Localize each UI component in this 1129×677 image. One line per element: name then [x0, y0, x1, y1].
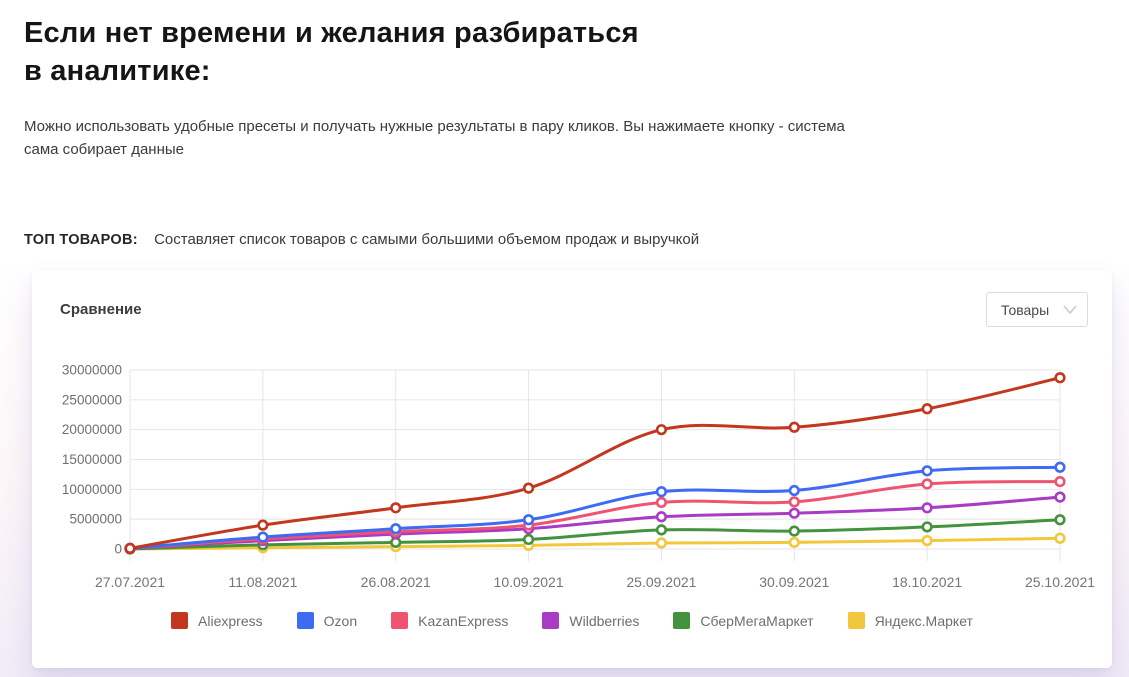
page-subtitle: Можно использовать удобные пресеты и пол… — [24, 117, 845, 158]
legend-label: KazanExpress — [418, 612, 509, 629]
svg-text:25000000: 25000000 — [62, 392, 122, 407]
page-title: Если нет времени и желания разбираться в … — [24, 14, 1105, 91]
legend-item: Яндекс.Маркет — [847, 612, 973, 630]
legend-label: Ozon — [323, 612, 358, 629]
entity-type-dropdown[interactable]: Товары — [986, 292, 1088, 328]
svg-text:15000000: 15000000 — [62, 452, 122, 467]
legend-label: СберМегаМаркет — [700, 612, 814, 629]
svg-text:11.08.2021: 11.08.2021 — [228, 574, 297, 590]
svg-text:10000000: 10000000 — [62, 482, 122, 497]
legend-item: СберМегаМаркет — [673, 612, 814, 630]
legend-item: Ozon — [296, 612, 358, 630]
svg-text:0: 0 — [114, 542, 122, 557]
legend-swatch — [391, 612, 409, 630]
svg-text:26.08.2021: 26.08.2021 — [361, 574, 431, 590]
page-title-line2: в аналитике: — [24, 55, 211, 88]
svg-text:30000000: 30000000 — [62, 363, 122, 378]
svg-text:27.07.2021: 27.07.2021 — [95, 574, 165, 590]
page-header: Если нет времени и желания разбираться в … — [0, 0, 1129, 248]
preset-description: Составляет список товаров с самыми больш… — [154, 231, 700, 249]
svg-text:25.10.2021: 25.10.2021 — [1025, 574, 1095, 590]
svg-text:18.10.2021: 18.10.2021 — [892, 574, 962, 590]
card-title: Сравнение — [60, 301, 142, 319]
legend-label: Яндекс.Маркет — [874, 612, 973, 629]
card-header: Сравнение Товары — [32, 270, 1112, 328]
preset-name: ТОП ТОВАРОВ: — [24, 232, 138, 249]
legend-label: Wildberries — [569, 612, 640, 629]
chevron-down-icon — [1063, 305, 1077, 315]
legend-swatch — [171, 612, 189, 630]
svg-text:30.09.2021: 30.09.2021 — [759, 574, 829, 590]
legend-item: Wildberries — [542, 612, 640, 630]
svg-text:20000000: 20000000 — [62, 422, 122, 437]
line-chart: 0 5000000 10000000 15000000 20000000 25000000… — [62, 363, 1095, 591]
dropdown-selected-value: Товары — [1001, 301, 1050, 318]
preset-row: ТОП ТОВАРОВ: Составляет список товаров с… — [24, 231, 1105, 248]
comparison-card: Сравнение Товары 0 5000000 10000000 1500000… — [32, 270, 1112, 669]
legend-swatch — [673, 612, 691, 630]
chart-legend: Aliexpress Ozon KazanExpress Wildberries Сбе… — [32, 612, 1112, 630]
page-title-line1: Если нет времени и желания разбираться — [24, 17, 639, 49]
svg-text:5000000: 5000000 — [69, 512, 122, 527]
legend-swatch — [542, 612, 560, 630]
svg-text:25.09.2021: 25.09.2021 — [626, 574, 696, 590]
legend-swatch — [296, 612, 314, 630]
svg-text:10.09.2021: 10.09.2021 — [494, 574, 564, 590]
legend-item: KazanExpress — [391, 612, 509, 630]
legend-label: Aliexpress — [198, 612, 263, 629]
legend-swatch — [847, 612, 865, 630]
legend-item: Aliexpress — [171, 612, 263, 630]
